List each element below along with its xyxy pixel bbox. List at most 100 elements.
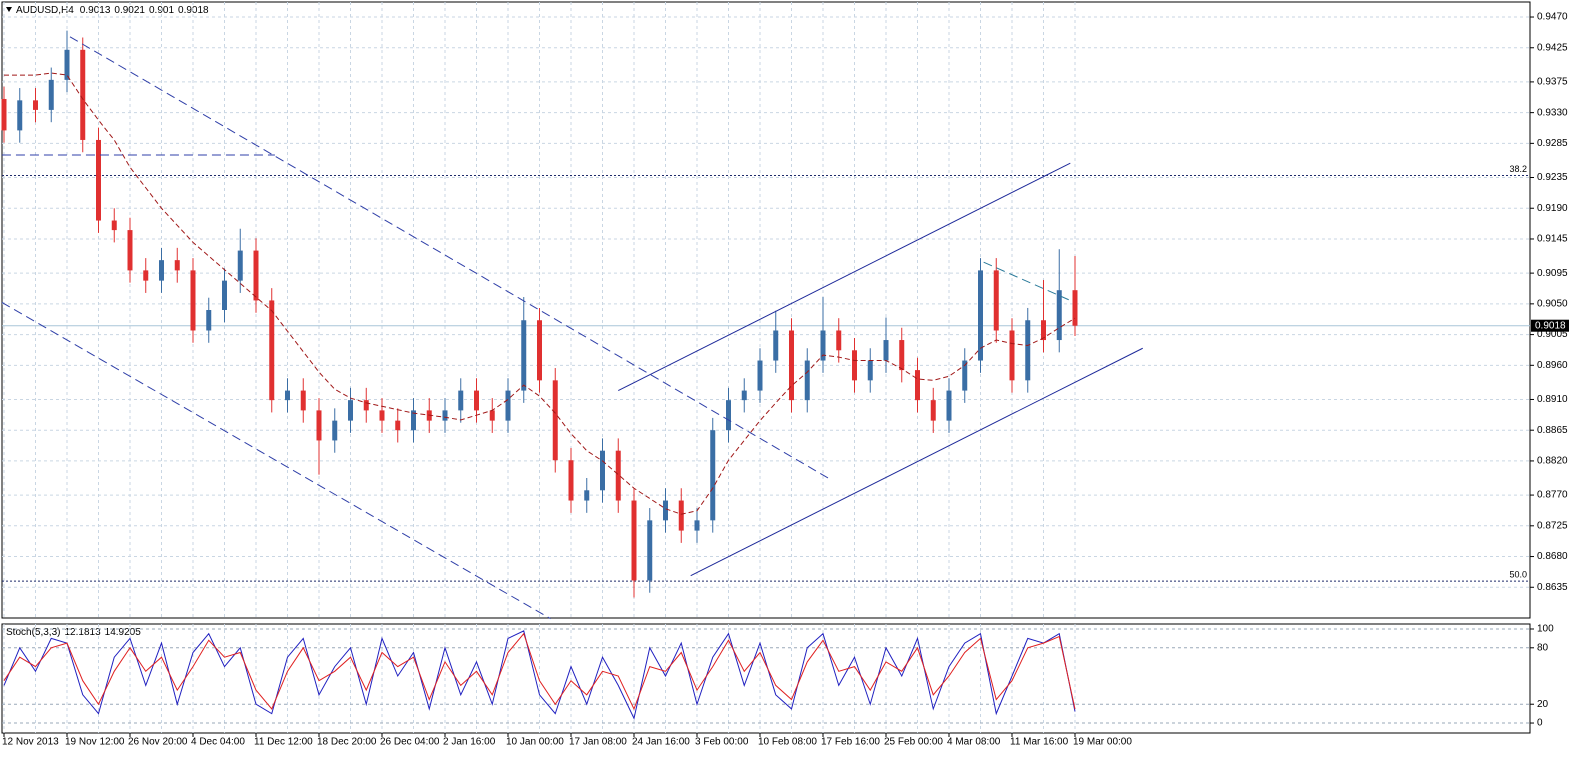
candle-body xyxy=(96,139,101,221)
candle-body xyxy=(332,420,338,441)
stoch-panel xyxy=(1,623,1531,734)
y-tick-label: 0.8910 xyxy=(1537,394,1568,405)
moving-average xyxy=(4,72,1076,515)
stoch-line xyxy=(3,632,1076,711)
open: 0.9013 xyxy=(80,5,111,16)
candle-body xyxy=(694,520,700,531)
y-tick-label: 20 xyxy=(1537,699,1549,710)
trend-line xyxy=(983,261,1071,301)
candle-body xyxy=(820,330,826,361)
x-tick-label: 24 Jan 16:00 xyxy=(632,737,690,748)
y-tick-label: 100 xyxy=(1537,624,1554,635)
close: 0.9018 xyxy=(178,5,209,16)
candle-body xyxy=(710,430,716,521)
candle-body xyxy=(615,450,621,501)
x-tick-label: 10 Feb 08:00 xyxy=(758,737,817,748)
candle-body xyxy=(946,390,952,421)
x-tick-label: 19 Mar 00:00 xyxy=(1073,737,1132,748)
candle-body xyxy=(678,500,684,531)
y-tick-label: 0.8680 xyxy=(1537,551,1568,562)
x-tick-label: 10 Jan 00:00 xyxy=(506,737,564,748)
candle-body xyxy=(521,320,527,391)
candle-body xyxy=(867,360,873,381)
candle-body xyxy=(174,260,180,271)
candle-body xyxy=(190,270,196,331)
candle-body xyxy=(568,460,574,501)
candle-body xyxy=(316,410,322,441)
candle-body xyxy=(757,360,763,391)
candle-body xyxy=(64,49,70,80)
candle-body xyxy=(143,270,149,281)
x-tick-label: 11 Dec 12:00 xyxy=(254,737,313,748)
candle-body xyxy=(1009,330,1015,381)
candle-body xyxy=(127,230,133,271)
y-tick-label: 0.8770 xyxy=(1537,490,1568,501)
candle-body xyxy=(458,390,464,411)
candle-body xyxy=(773,330,779,361)
candle-body xyxy=(48,79,54,110)
candle-body xyxy=(978,270,983,361)
candle-body xyxy=(33,100,38,110)
stoch-signal: 14.9205 xyxy=(105,627,142,638)
stoch-title: Stoch(5,3,3) xyxy=(6,627,60,638)
y-tick-label: 0.9470 xyxy=(1537,12,1568,23)
candle-body xyxy=(1072,290,1078,326)
candle-body xyxy=(993,270,999,331)
candle-body xyxy=(915,370,920,401)
candle-body xyxy=(474,390,479,411)
candle-body xyxy=(600,450,605,491)
candle-body xyxy=(253,250,259,301)
y-tick-label: 0.9330 xyxy=(1537,107,1568,118)
menu-triangle xyxy=(6,7,12,12)
candle-body xyxy=(237,250,243,281)
x-tick-label: 18 Dec 20:00 xyxy=(317,737,377,748)
candle-body xyxy=(647,520,653,581)
candle-body xyxy=(411,410,416,431)
y-tick-label: 0 xyxy=(1537,718,1543,729)
candle-body xyxy=(222,280,227,310)
y-tick-label: 0.9425 xyxy=(1537,42,1568,53)
candle-body xyxy=(363,400,369,411)
y-tick-label: 0.9285 xyxy=(1537,138,1568,149)
x-tick-label: 11 Mar 16:00 xyxy=(1010,737,1069,748)
candle-body xyxy=(159,260,164,281)
y-tick-label: 0.9145 xyxy=(1537,234,1568,245)
candle-body xyxy=(269,300,275,401)
y-tick-label: 0.8865 xyxy=(1537,425,1568,436)
candle-body xyxy=(1025,320,1031,381)
y-tick-label: 0.9005 xyxy=(1537,329,1568,340)
y-tick-label: 0.9095 xyxy=(1537,268,1568,279)
candle-body xyxy=(300,390,306,411)
candle-body xyxy=(505,390,511,421)
candle-body xyxy=(395,420,401,431)
candle-body xyxy=(348,400,353,421)
y-tick-label: 0.9190 xyxy=(1537,203,1568,214)
price-label: 0.9018 xyxy=(1535,320,1566,331)
y-tick-label: 0.9235 xyxy=(1537,172,1568,183)
x-tick-label: 3 Feb 00:00 xyxy=(695,737,749,748)
candle-body xyxy=(442,410,448,421)
candle-body xyxy=(111,220,117,231)
x-tick-label: 26 Nov 20:00 xyxy=(128,737,188,748)
x-tick-label: 12 Nov 2013 xyxy=(2,737,59,748)
x-tick-label: 2 Jan 16:00 xyxy=(443,737,496,748)
x-tick-label: 17 Feb 16:00 xyxy=(821,737,880,748)
x-tick-label: 17 Jan 08:00 xyxy=(569,737,627,748)
trend-line xyxy=(690,347,1143,577)
candle-body xyxy=(1041,320,1046,341)
candle-body xyxy=(537,320,542,381)
candle-body xyxy=(741,390,747,401)
y-tick-label: 0.9050 xyxy=(1537,298,1568,309)
candle-body xyxy=(804,360,810,401)
candle-body xyxy=(726,400,731,431)
candle-body xyxy=(836,330,842,351)
candle-body xyxy=(206,310,212,331)
candle-body xyxy=(80,49,86,140)
x-tick-label: 26 Dec 04:00 xyxy=(380,737,440,748)
candle-body xyxy=(379,410,385,421)
trend-line xyxy=(618,162,1071,392)
y-tick-label: 0.8960 xyxy=(1537,360,1568,371)
y-tick-label: 0.8635 xyxy=(1537,582,1568,593)
